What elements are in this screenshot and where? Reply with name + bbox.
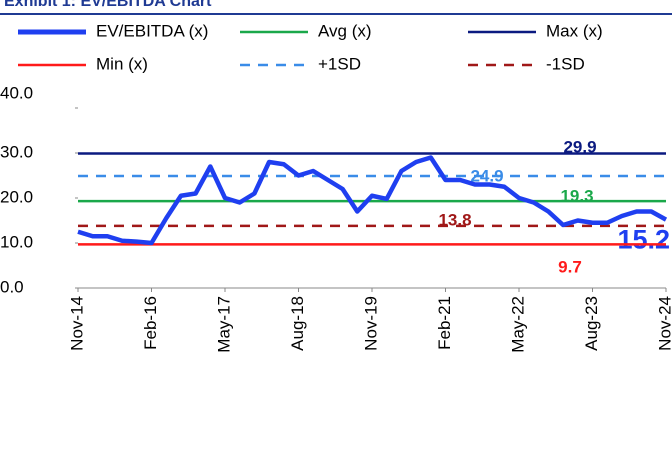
x-tick-label: May-17 xyxy=(214,296,233,353)
y-tick-label: 30.0 xyxy=(0,142,33,161)
x-tick-label: Nov-14 xyxy=(67,296,86,351)
x-tick-label: Nov-19 xyxy=(361,296,380,351)
legend-label: EV/EBITDA (x) xyxy=(96,21,208,40)
legend-label: +1SD xyxy=(318,54,361,73)
x-tick-label: Feb-16 xyxy=(141,296,160,350)
chart-title: Exhibit 1: EV/EBITDA Chart xyxy=(4,0,212,10)
data-line xyxy=(77,155,668,246)
reference-label: 24.9 xyxy=(470,166,503,185)
legend-label: -1SD xyxy=(546,54,585,73)
x-tick-label: Feb-21 xyxy=(435,296,454,350)
y-tick-label: 0.0 xyxy=(0,277,24,296)
reference-label: 13.8 xyxy=(438,210,471,229)
reference-label: 9.7 xyxy=(558,257,582,276)
reference-label: 29.9 xyxy=(563,137,596,156)
x-tick-label: May-22 xyxy=(508,296,527,353)
x-tick-label: Nov-24 xyxy=(655,296,672,351)
x-tick-label: Aug-23 xyxy=(582,296,601,351)
legend-label: Max (x) xyxy=(546,21,603,40)
y-tick-label: 10.0 xyxy=(0,232,33,251)
data-label: 15.2 xyxy=(617,225,670,255)
x-tick-label: Aug-18 xyxy=(288,296,307,351)
reference-label: 19.3 xyxy=(560,186,593,205)
legend-label: Min (x) xyxy=(96,54,148,73)
legend-label: Avg (x) xyxy=(318,21,372,40)
y-tick-label: 20.0 xyxy=(0,187,33,206)
y-tick-label: 40.0 xyxy=(0,83,33,102)
